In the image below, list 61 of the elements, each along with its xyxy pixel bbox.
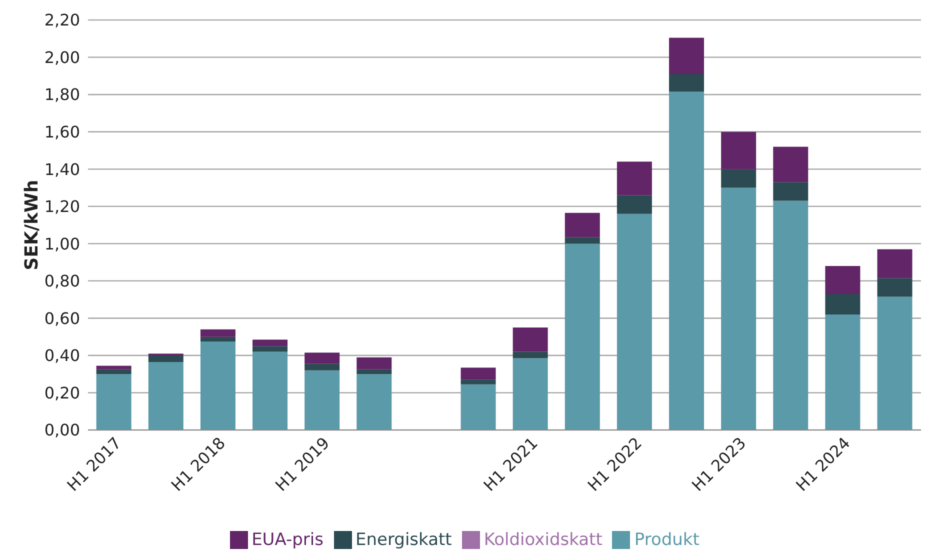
bar bbox=[148, 362, 184, 430]
bar bbox=[825, 294, 860, 314]
bar bbox=[825, 314, 860, 430]
bar bbox=[669, 38, 704, 74]
bar bbox=[616, 162, 652, 196]
y-tick-label: 0,20 bbox=[44, 383, 80, 402]
y-tick-label: 0,00 bbox=[44, 420, 80, 440]
y-tick-label: 1,00 bbox=[44, 234, 80, 254]
bar bbox=[564, 244, 600, 430]
bar bbox=[304, 352, 340, 364]
bar bbox=[200, 336, 236, 342]
bar bbox=[460, 368, 496, 380]
bar bbox=[356, 374, 392, 430]
bar bbox=[877, 296, 912, 430]
bar bbox=[564, 212, 600, 238]
bar bbox=[877, 278, 912, 297]
y-tick-label: 1,60 bbox=[44, 122, 80, 142]
y-tick-label: 0,40 bbox=[44, 346, 80, 366]
bar bbox=[148, 355, 184, 362]
bar bbox=[721, 132, 756, 170]
bar bbox=[460, 380, 496, 384]
y-tick-label: 2,00 bbox=[44, 48, 80, 67]
y-tick-label: 0,60 bbox=[44, 308, 80, 328]
bar bbox=[356, 369, 392, 374]
bar bbox=[252, 346, 288, 352]
bar bbox=[304, 370, 340, 430]
bar bbox=[304, 364, 340, 370]
bar bbox=[825, 266, 860, 294]
bar bbox=[512, 358, 548, 430]
bar bbox=[773, 200, 808, 430]
bar bbox=[252, 352, 288, 430]
bar bbox=[96, 366, 132, 370]
y-tick-label: 1,40 bbox=[44, 160, 80, 179]
bar bbox=[96, 374, 132, 430]
bar bbox=[512, 352, 548, 358]
bar bbox=[616, 214, 652, 430]
bar bbox=[96, 369, 132, 374]
bar bbox=[773, 182, 808, 201]
bar bbox=[669, 74, 704, 92]
bar bbox=[356, 357, 392, 370]
bar bbox=[616, 195, 652, 214]
bar bbox=[721, 188, 756, 430]
y-tick-label: 0,80 bbox=[44, 272, 80, 291]
bar bbox=[200, 341, 236, 430]
bar bbox=[564, 237, 600, 244]
legend-label: Produkt bbox=[634, 530, 700, 550]
y-axis-title: SEK/kWh bbox=[21, 180, 42, 270]
bar bbox=[773, 146, 808, 182]
legend-label: Koldioxidskatt bbox=[484, 530, 602, 550]
bar bbox=[721, 169, 756, 188]
bar bbox=[252, 340, 288, 346]
bar bbox=[669, 92, 704, 430]
bar bbox=[877, 249, 912, 278]
bar bbox=[200, 329, 236, 337]
bar bbox=[460, 384, 496, 430]
legend-label: EUA-pris bbox=[252, 530, 324, 550]
y-tick-label: 1,80 bbox=[44, 85, 80, 104]
y-tick-label: 1,20 bbox=[44, 197, 80, 216]
y-tick-label: 2,20 bbox=[44, 10, 80, 30]
legend-label: Energiskatt bbox=[356, 530, 452, 550]
bar bbox=[512, 328, 548, 352]
